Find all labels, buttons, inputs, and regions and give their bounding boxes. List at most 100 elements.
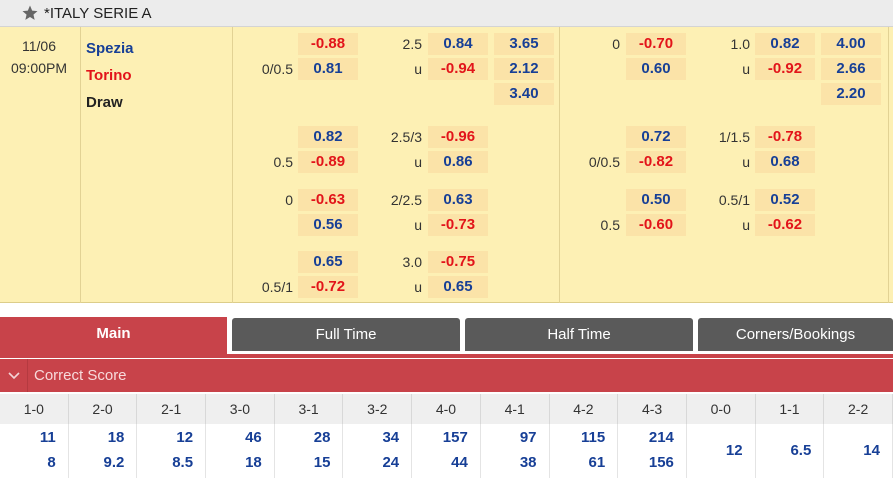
tab-full-time[interactable]: Full Time [232,318,460,351]
score-odds-cell: 46 18 [206,424,275,478]
ht-total-line: 1/1.5 [718,129,750,145]
ft-over-odd[interactable]: -0.96 [428,126,488,148]
ft-1x2-odd[interactable]: 3.40 [494,83,554,105]
ht-under-label: u [742,154,750,170]
ft-1x2-odd[interactable]: 3.65 [494,33,554,55]
ht-total-line: 1.0 [730,36,750,52]
ht-handicap-away-odd[interactable]: -0.60 [626,214,686,236]
ht-under-odd[interactable]: -0.92 [755,58,815,80]
score-odd-home[interactable]: 115 [581,429,606,446]
ht-over-odd[interactable]: 0.52 [755,189,815,211]
match-date: 11/06 [22,38,56,54]
ft-total-line: 2/2.5 [390,192,422,208]
score-odds-cell: 214 156 [618,424,687,478]
score-odd-away[interactable]: 24 [382,454,400,471]
score-odd-away[interactable]: 15 [313,454,331,471]
ft-handicap-home-odd[interactable]: 0.65 [298,251,358,273]
tab-main[interactable]: Main [0,317,227,354]
score-odd-away[interactable]: 9.2 [103,454,125,471]
ft-over-odd[interactable]: 0.84 [428,33,488,55]
score-odds-cell: 97 38 [481,424,550,478]
ht-1x2-odd[interactable]: 2.66 [821,58,881,80]
score-odd-home[interactable]: 28 [313,429,331,446]
ft-handicap-line: 0/0.5 [261,61,293,77]
ft-over-odd[interactable]: 0.63 [428,189,488,211]
ft-handicap-away-odd[interactable]: 0.81 [298,58,358,80]
score-odd-home[interactable]: 11 [39,429,56,446]
score-odd-home[interactable]: 18 [107,429,125,446]
ft-handicap-home-odd[interactable]: 0.82 [298,126,358,148]
ht-handicap-home-odd[interactable]: 0.50 [626,189,686,211]
team-away[interactable]: Torino [86,67,132,84]
ft-under-label: u [414,61,422,77]
score-odds-cell: 18 9.2 [69,424,138,478]
score-odd-away[interactable]: 61 [588,454,606,471]
ft-under-odd[interactable]: 0.86 [428,151,488,173]
score-label: 1-0 [0,394,69,424]
chevron-down-icon[interactable] [0,359,28,392]
score-odd-away[interactable]: 8.5 [172,454,194,471]
score-odd-away[interactable]: 18 [245,454,262,471]
league-name: *ITALY SERIE A [44,4,152,22]
tab-underline [0,354,893,358]
score-odds-cell: 6.5 [756,424,825,478]
score-odd-away[interactable]: 44 [451,454,468,471]
score-odds-cell: 34 24 [343,424,413,478]
ft-handicap-away-odd[interactable]: -0.89 [298,151,358,173]
score-odd[interactable]: 6.5 [790,442,812,459]
ft-handicap-away-odd[interactable]: -0.72 [298,276,358,298]
score-odd-home[interactable]: 12 [176,429,194,446]
score-odd-home[interactable]: 46 [245,429,262,446]
ht-1x2-odd[interactable]: 4.00 [821,33,881,55]
tab-half-time[interactable]: Half Time [465,318,693,351]
ht-under-odd[interactable]: 0.68 [755,151,815,173]
league-header: *ITALY SERIE A [0,0,893,27]
star-icon[interactable] [20,3,40,23]
score-label: 4-0 [412,394,481,424]
team-home[interactable]: Spezia [86,40,134,57]
ft-handicap-away-odd[interactable]: 0.56 [298,214,358,236]
score-label: 2-2 [824,394,893,424]
score-label: 3-1 [275,394,344,424]
score-odds-cell: 157 44 [412,424,481,478]
score-label: 3-0 [206,394,275,424]
ht-over-odd[interactable]: 0.82 [755,33,815,55]
score-odd-home[interactable]: 97 [519,429,537,446]
score-label: 2-0 [69,394,138,424]
score-odd-away[interactable]: 8 [47,454,56,471]
ht-over-odd[interactable]: -0.78 [755,126,815,148]
score-odd-away[interactable]: 156 [648,454,674,471]
ft-over-odd[interactable]: -0.75 [428,251,488,273]
ht-handicap-line: 0 [612,36,620,52]
score-odd-home[interactable]: 34 [382,429,400,446]
ft-under-label: u [414,154,422,170]
ft-handicap-home-odd[interactable]: -0.88 [298,33,358,55]
match-row: 11/06 09:00PM Spezia Torino Draw -0.88 0/… [0,27,893,303]
ft-handicap-home-odd[interactable]: -0.63 [298,189,358,211]
ht-handicap-away-odd[interactable]: -0.82 [626,151,686,173]
score-odds-cell: 14 [824,424,893,478]
ht-handicap-line: 0/0.5 [588,154,620,170]
score-label: 0-0 [687,394,756,424]
score-odd[interactable]: 12 [725,442,743,459]
score-odd-away[interactable]: 38 [519,454,537,471]
match-kickoff: 09:00PM [10,60,68,76]
ft-under-odd[interactable]: -0.94 [428,58,488,80]
ft-under-odd[interactable]: -0.73 [428,214,488,236]
ft-1x2-odd[interactable]: 2.12 [494,58,554,80]
score-odd-home[interactable]: 214 [648,429,674,446]
tab-corners-bookings[interactable]: Corners/Bookings [698,318,893,351]
ft-under-odd[interactable]: 0.65 [428,276,488,298]
ht-handicap-home-odd[interactable]: 0.72 [626,126,686,148]
ht-1x2-odd[interactable]: 2.20 [821,83,881,105]
ft-total-line: 3.0 [402,254,422,270]
score-odd-home[interactable]: 157 [442,429,468,446]
correct-score-title: Correct Score [34,367,127,384]
ht-handicap-away-odd[interactable]: 0.60 [626,58,686,80]
ft-under-label: u [414,279,422,295]
score-odds-cell: 115 61 [550,424,619,478]
score-odd[interactable]: 14 [863,442,880,459]
ht-under-odd[interactable]: -0.62 [755,214,815,236]
correct-score-header[interactable]: Correct Score [0,359,893,392]
ht-handicap-home-odd[interactable]: -0.70 [626,33,686,55]
